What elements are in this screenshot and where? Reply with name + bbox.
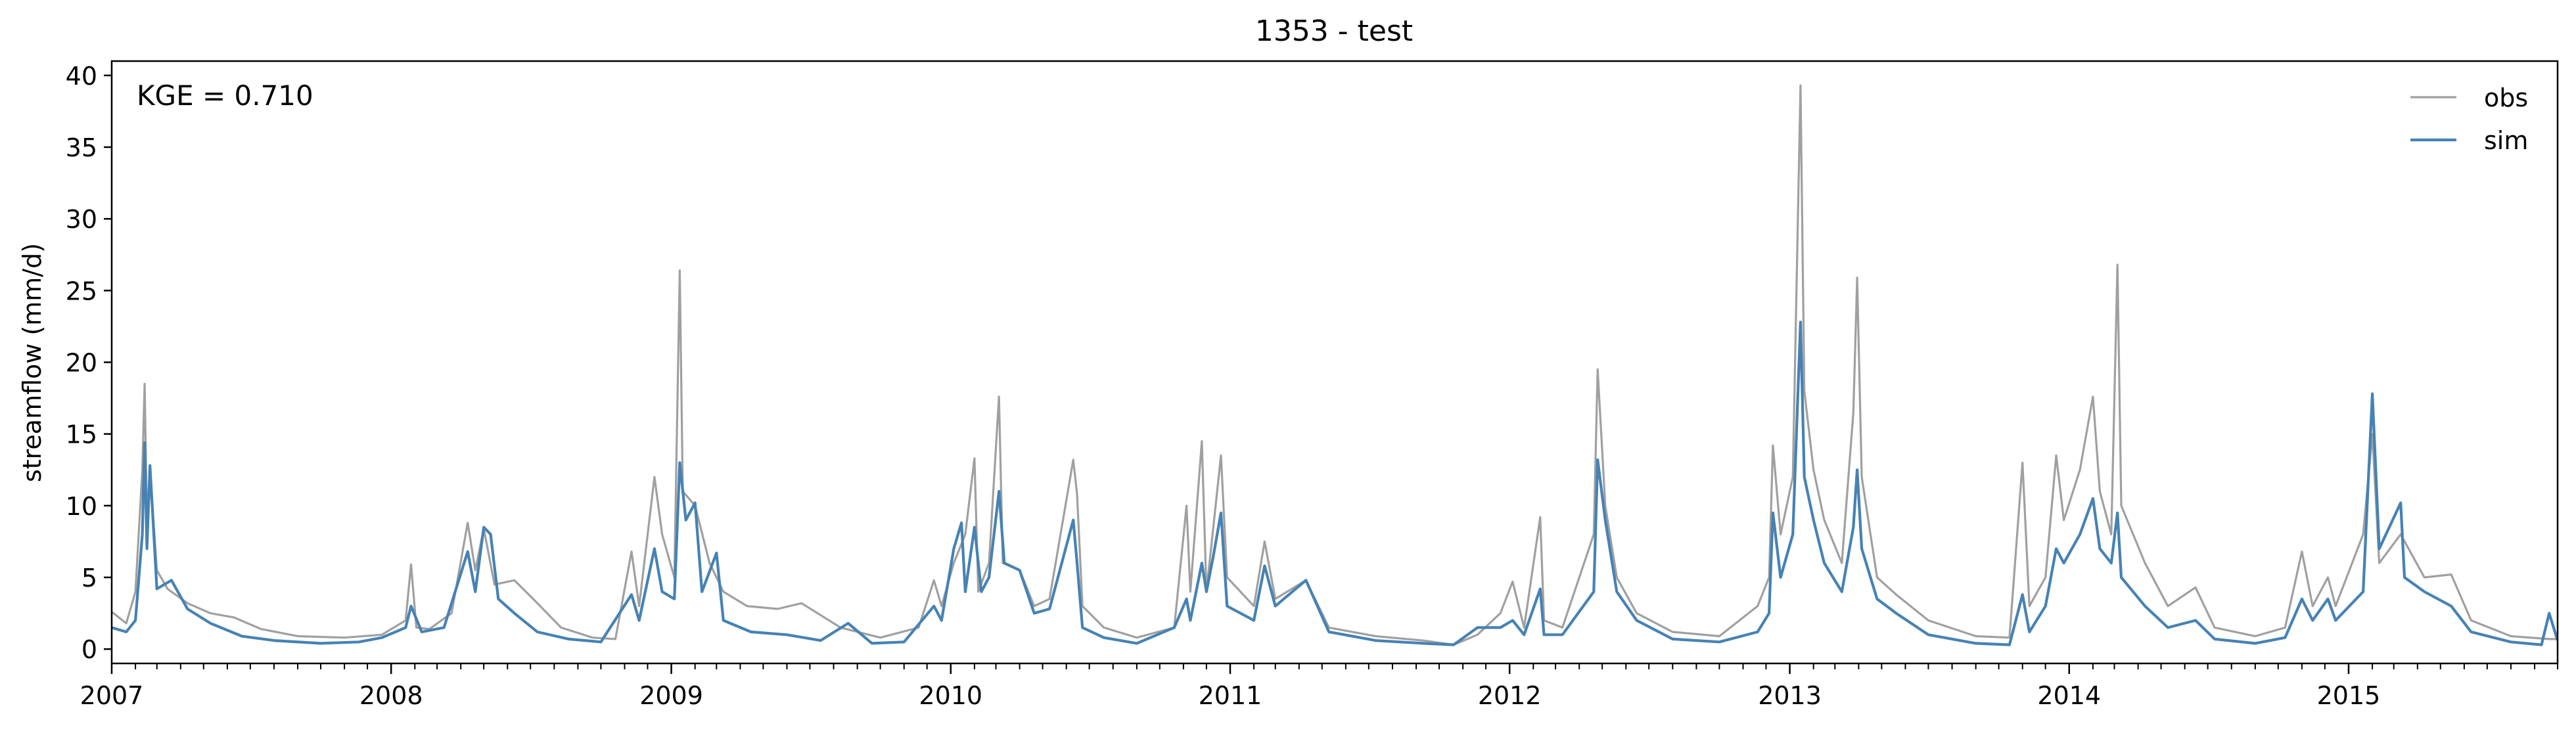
y-tick-label: 10: [66, 492, 97, 521]
x-tick-label: 2009: [639, 681, 703, 710]
x-tick-label: 2015: [2317, 681, 2381, 710]
legend: obs sim: [2410, 83, 2528, 155]
legend-label-sim: sim: [2484, 126, 2528, 155]
y-tick-label: 40: [66, 62, 97, 91]
plot-area: 0 5 10 15 20 25 30 35 40 2007 2008 2009 2010 2011 2012…: [66, 60, 2559, 710]
y-tick-label: 20: [66, 349, 97, 378]
series-line-obs: [112, 84, 2558, 646]
x-tick-label: 2014: [2037, 681, 2101, 710]
x-tick-label: 2012: [1478, 681, 1542, 710]
x-tick-label: 2010: [919, 681, 982, 710]
legend-label-obs: obs: [2484, 83, 2528, 112]
y-tick-label: 25: [66, 277, 97, 305]
y-tick-label: 35: [66, 133, 97, 162]
x-tick-label: 2008: [359, 681, 423, 710]
chart-title: 1353 - test: [1255, 14, 1413, 48]
x-tick-label: 2013: [1758, 681, 1822, 710]
y-tick-label: 30: [66, 205, 97, 234]
x-tick-label: 2007: [80, 681, 144, 710]
y-tick-label: 5: [81, 564, 97, 592]
x-tick-label: 2011: [1199, 681, 1262, 710]
y-axis-label: streamflow (mm/d): [18, 243, 47, 482]
kge-annotation: KGE = 0.710: [137, 79, 313, 112]
y-tick-label: 0: [81, 635, 97, 664]
y-tick-label: 15: [66, 420, 97, 449]
series-line-sim: [112, 321, 2558, 646]
